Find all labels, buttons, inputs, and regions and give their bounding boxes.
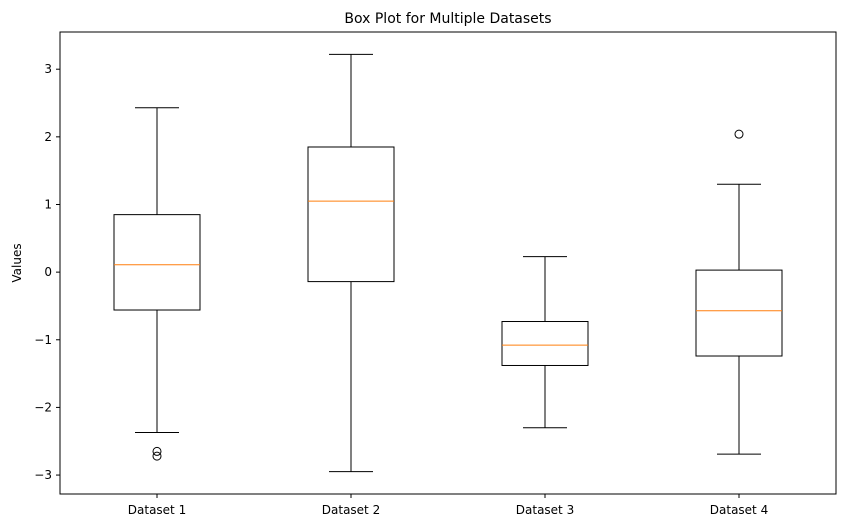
- iqr-box: [695, 269, 783, 357]
- outlier-point: [734, 129, 744, 139]
- outlier-point: [152, 451, 162, 461]
- y-tick-label: 3: [44, 62, 52, 76]
- y-tick-label: −3: [34, 468, 52, 482]
- y-tick-label: −2: [34, 400, 52, 414]
- plot-area: −3 −2 −1 0 1 2 3 Dataset 1 Dataset 2 Dataset 3 Dat…: [34, 53, 783, 517]
- iqr-box: [307, 146, 395, 283]
- iqr-box: [113, 214, 201, 311]
- y-tick-label: 1: [44, 197, 52, 211]
- y-tick-label: 0: [44, 265, 52, 279]
- x-tick-label: Dataset 2: [322, 503, 380, 517]
- x-tick-label: Dataset 4: [710, 503, 768, 517]
- chart-title: Box Plot for Multiple Datasets: [344, 11, 551, 27]
- y-tick-label: 2: [44, 130, 52, 144]
- x-tick-label: Dataset 1: [128, 503, 186, 517]
- x-tick-label: Dataset 3: [516, 503, 574, 517]
- outlier-point: [152, 446, 162, 456]
- y-axis-label: Values: [10, 243, 24, 282]
- plot-frame: [59, 31, 837, 495]
- iqr-box: [501, 321, 589, 366]
- y-tick-label: −1: [34, 333, 52, 347]
